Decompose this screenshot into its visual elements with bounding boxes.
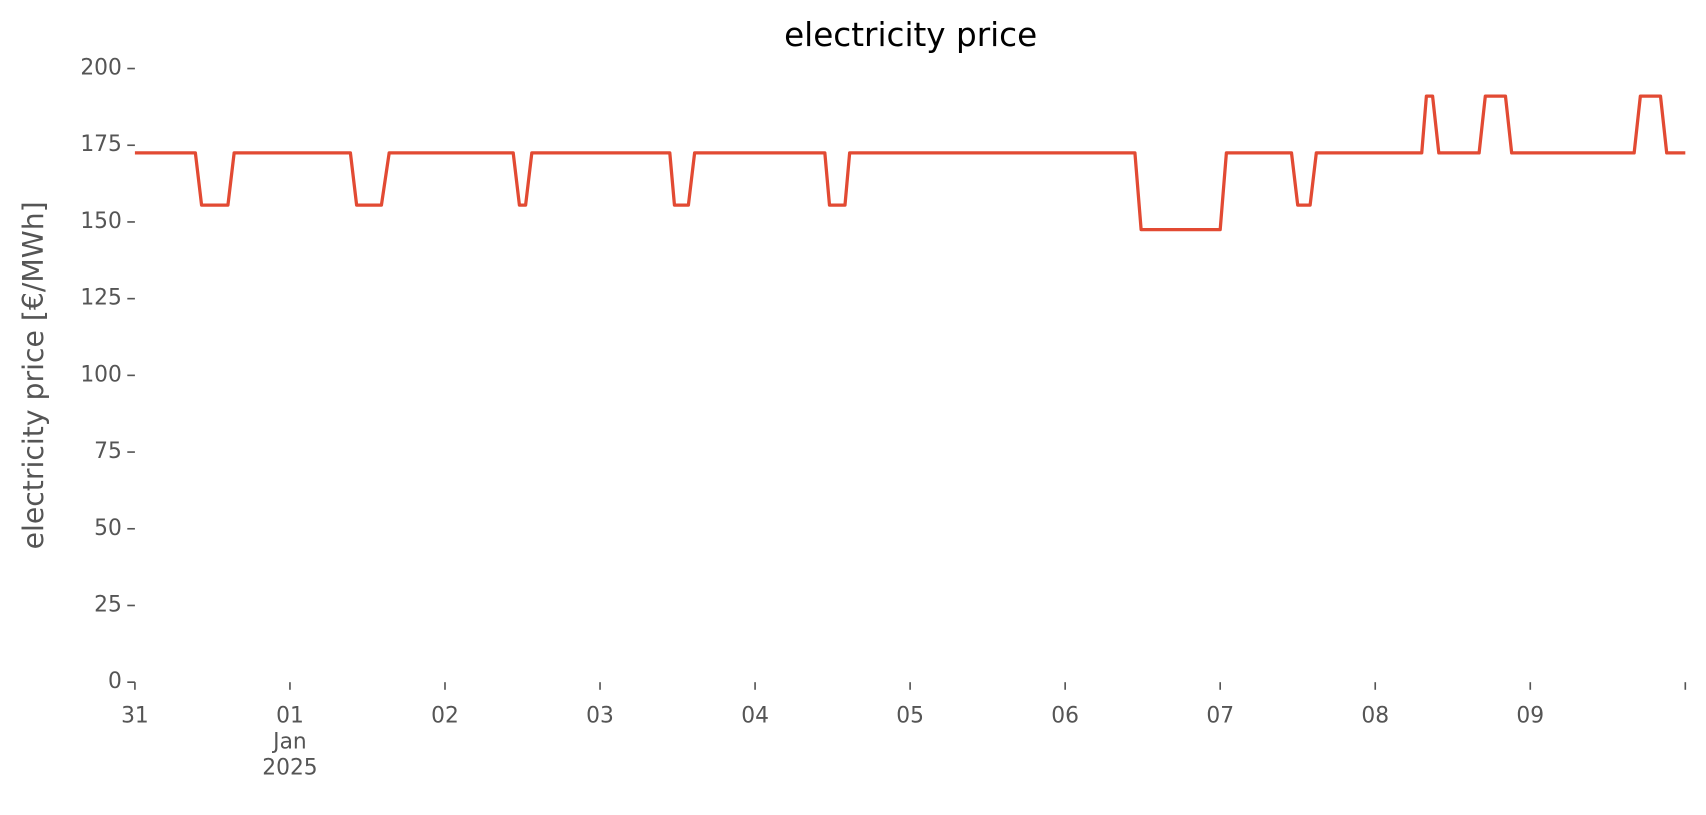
- x-tick-label: 03: [586, 701, 614, 728]
- x-tick-label: 09: [1516, 701, 1545, 728]
- chart-title: electricity price: [784, 16, 1037, 54]
- price-line: [134, 94, 1686, 232]
- y-tick-label: 125: [80, 286, 122, 311]
- y-tick-label: 100: [80, 362, 122, 387]
- x-tick-label: 06: [1051, 701, 1079, 728]
- y-tick-label: 50: [94, 516, 122, 541]
- x-tick-label: 02: [431, 701, 459, 728]
- x-tick-label: 01 Jan 2025: [262, 701, 318, 781]
- y-tick-label: 25: [94, 592, 122, 617]
- y-tick-label: 200: [80, 56, 122, 81]
- x-tick-label: 31: [121, 701, 149, 728]
- x-tick-label: 05: [896, 701, 924, 728]
- y-tick-label: 175: [80, 132, 122, 157]
- x-tick-label: 08: [1361, 701, 1390, 728]
- y-tick-label: 150: [80, 209, 122, 234]
- y-tick-label: 75: [94, 439, 122, 464]
- x-tick-label: 07: [1206, 701, 1235, 728]
- x-tick-label: 04: [741, 701, 769, 728]
- y-tick-label: 0: [108, 669, 122, 694]
- y-axis-label: electricity price [€/MWh]: [17, 201, 50, 549]
